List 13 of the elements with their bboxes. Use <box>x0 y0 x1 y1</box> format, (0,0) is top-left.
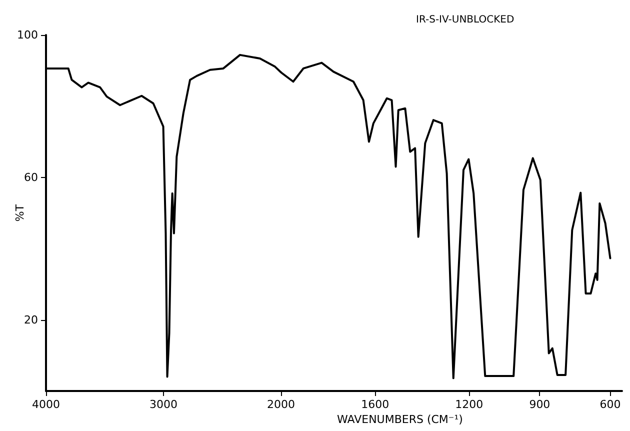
x-tick-label: 3000 <box>150 398 178 411</box>
y-axis-title: %T <box>14 204 26 222</box>
x-tick-label: 4000 <box>32 398 60 411</box>
x-tick-label: 900 <box>529 398 550 411</box>
chart-title: IR-S-IV-UNBLOCKED <box>416 14 514 26</box>
x-tick-label: 2000 <box>267 398 295 411</box>
y-tick-label: 20 <box>24 313 38 326</box>
x-axis-title: WAVENUMBERS (CM⁻¹) <box>337 413 463 426</box>
y-tick-label: 60 <box>24 170 38 184</box>
x-tick-label: 1200 <box>455 398 484 411</box>
x-tick-label: 1600 <box>361 398 390 411</box>
y-tick-label: 100 <box>17 28 38 42</box>
x-tick-label: 600 <box>600 398 621 411</box>
